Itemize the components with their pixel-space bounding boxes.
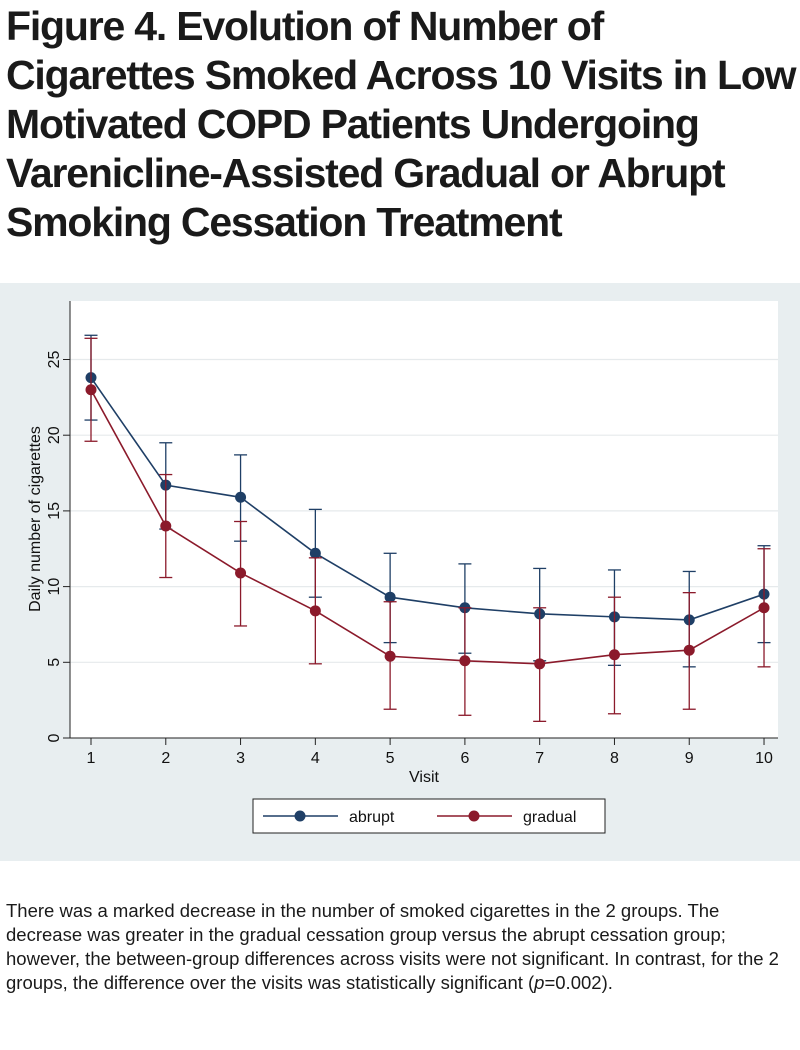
figure-caption: There was a marked decrease in the numbe… — [6, 899, 791, 995]
data-point — [534, 658, 546, 670]
axis-ticks: 0 5 10 15 20 25 1 2 3 4 5 6 7 8 9 10 — [46, 351, 773, 768]
figure-title: Figure 4. Evolution of Number of Cigaret… — [6, 3, 797, 245]
line-chart: 0 5 10 15 20 25 1 2 3 4 5 6 7 8 9 10 Visit Daily number… — [27, 301, 778, 834]
series-gradual — [84, 337, 771, 722]
y-tick-label: 25 — [46, 351, 63, 369]
x-tick-label: 7 — [535, 750, 544, 767]
x-tick-label: 6 — [460, 750, 469, 767]
chart-panel: 0 5 10 15 20 25 1 2 3 4 5 6 7 8 9 10 Visit Daily number… — [0, 283, 800, 861]
data-point — [309, 605, 321, 617]
x-tick-label: 2 — [161, 750, 170, 767]
x-axis-title: Visit — [409, 769, 439, 786]
legend: abrupt gradual — [252, 798, 606, 834]
data-point — [160, 520, 172, 532]
data-point — [384, 591, 396, 603]
x-tick-label: 10 — [755, 750, 773, 767]
legend-label-gradual: gradual — [523, 809, 576, 826]
data-point — [683, 644, 695, 656]
x-tick-label: 8 — [610, 750, 619, 767]
x-tick-label: 9 — [685, 750, 694, 767]
data-point — [235, 567, 247, 579]
x-tick-label: 1 — [87, 750, 96, 767]
legend-label-abrupt: abrupt — [349, 809, 395, 826]
plot-area — [70, 301, 778, 738]
caption-text: There was a marked decrease in the numbe… — [6, 900, 779, 993]
x-tick-label: 4 — [311, 750, 320, 767]
x-tick-label: 3 — [236, 750, 245, 767]
caption-p-symbol: p — [534, 972, 545, 993]
legend-marker-gradual — [468, 810, 480, 822]
y-tick-label: 0 — [46, 733, 63, 742]
data-point — [459, 655, 471, 667]
data-point — [85, 384, 97, 396]
data-point — [608, 649, 620, 661]
gridlines — [70, 358, 778, 663]
legend-marker-abrupt — [294, 810, 306, 822]
series-layer — [84, 334, 771, 722]
x-tick-label: 5 — [386, 750, 395, 767]
data-point — [384, 650, 396, 662]
y-tick-label: 5 — [46, 658, 63, 667]
data-point — [309, 547, 321, 559]
y-tick-label: 15 — [46, 502, 63, 520]
caption-p-value: =0.002). — [544, 972, 613, 993]
data-point — [235, 491, 247, 503]
series-line-abrupt — [90, 377, 765, 621]
series-line-gradual — [90, 389, 765, 665]
y-tick-label: 10 — [46, 578, 63, 596]
y-tick-label: 20 — [46, 426, 63, 444]
data-point — [758, 602, 770, 614]
y-axis-title: Daily number of cigarettes — [27, 426, 44, 612]
